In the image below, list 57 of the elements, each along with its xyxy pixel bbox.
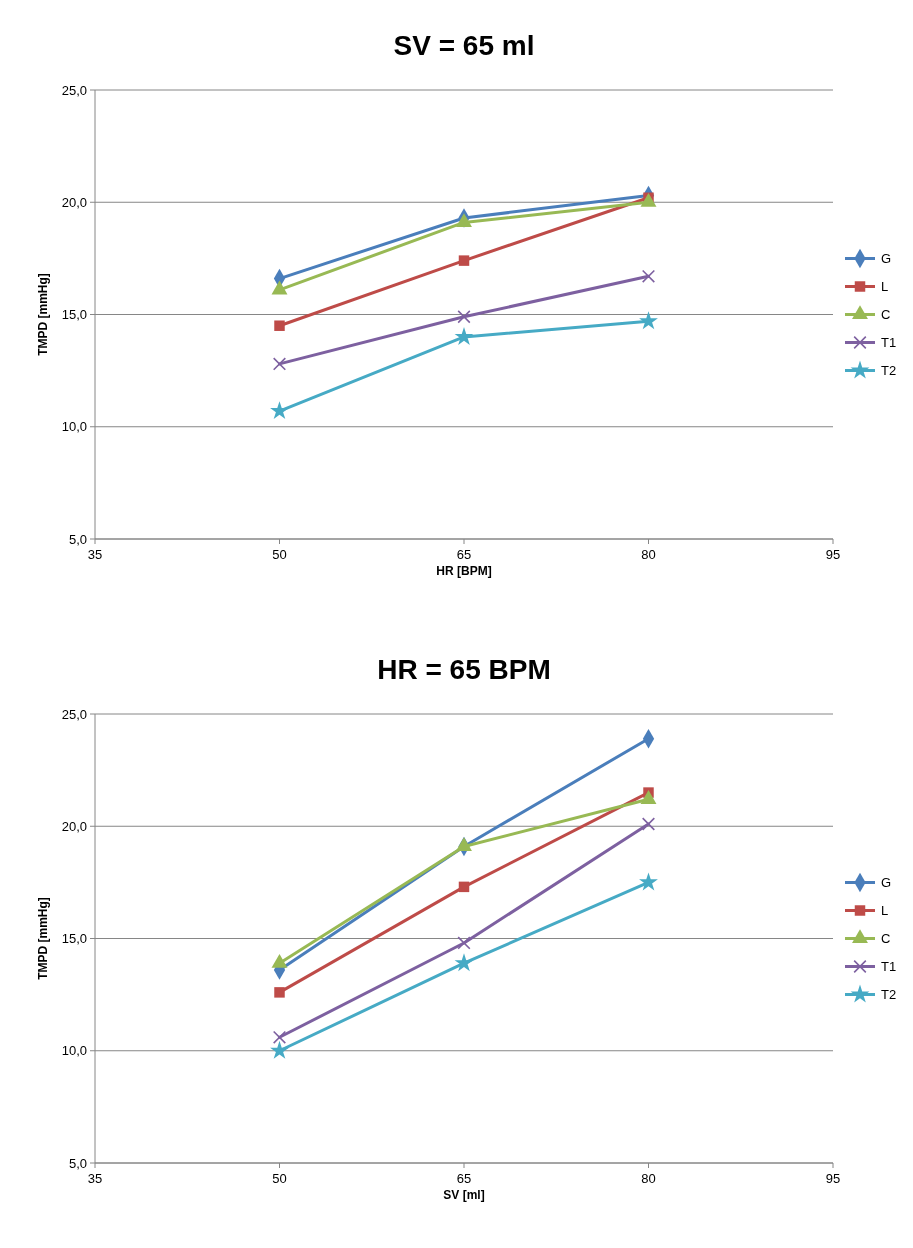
point: [272, 1030, 287, 1044]
legend-label: C: [881, 307, 891, 323]
point: [641, 817, 656, 831]
legend-label: T2: [881, 987, 897, 1003]
legend-label: T1: [881, 335, 897, 351]
y-tick-label: 5,0: [68, 1155, 87, 1171]
x-axis-title: HR [BPM]: [436, 564, 492, 578]
x-tick-label: 50: [272, 547, 287, 562]
point: [640, 790, 657, 804]
legend-label: G: [881, 875, 892, 891]
point: [640, 193, 657, 207]
y-axis-title: TMPD [mmHg]: [36, 273, 50, 356]
x-axis-title: SV [ml]: [443, 1188, 485, 1202]
chart-title: HR = 65 BPM: [377, 654, 551, 685]
point: [457, 936, 471, 950]
point: [458, 255, 470, 266]
legend-label: T1: [881, 959, 897, 975]
x-tick-label: 35: [87, 547, 103, 562]
point: [454, 327, 474, 345]
x-tick-label: 65: [456, 1171, 472, 1186]
point: [641, 269, 656, 283]
y-axis-title: TMPD [mmHg]: [36, 897, 50, 980]
point: [271, 280, 288, 295]
y-tick-label: 10,0: [61, 419, 87, 435]
x-tick-label: 95: [825, 547, 841, 562]
legend-label: G: [881, 251, 892, 267]
legend-label: T2: [881, 363, 897, 379]
point: [456, 213, 472, 228]
point: [639, 872, 658, 891]
x-tick-label: 95: [825, 1171, 841, 1186]
x-tick-label: 80: [641, 1171, 656, 1186]
y-tick-label: 15,0: [61, 931, 87, 947]
y-tick-label: 20,0: [61, 194, 87, 210]
x-tick-label: 65: [456, 547, 472, 562]
point: [270, 401, 289, 420]
x-tick-label: 50: [272, 1171, 287, 1186]
point: [456, 837, 472, 852]
point: [270, 1040, 289, 1059]
point: [458, 881, 470, 893]
point: [639, 311, 658, 330]
y-tick-label: 10,0: [61, 1043, 87, 1059]
legend-label: C: [881, 931, 891, 947]
y-tick-label: 5,0: [68, 531, 87, 547]
point: [454, 953, 474, 972]
x-tick-label: 80: [641, 547, 656, 562]
point: [457, 310, 471, 324]
legend-label: L: [881, 279, 889, 295]
y-tick-label: 25,0: [61, 82, 87, 98]
legend-label: L: [881, 903, 889, 919]
y-tick-label: 25,0: [61, 706, 87, 722]
point: [274, 320, 285, 331]
x-tick-label: 35: [87, 1171, 103, 1186]
y-tick-label: 15,0: [61, 307, 87, 323]
y-tick-label: 20,0: [61, 818, 87, 834]
chart-title: SV = 65 ml: [393, 30, 535, 61]
point: [274, 987, 285, 998]
point: [272, 357, 287, 371]
